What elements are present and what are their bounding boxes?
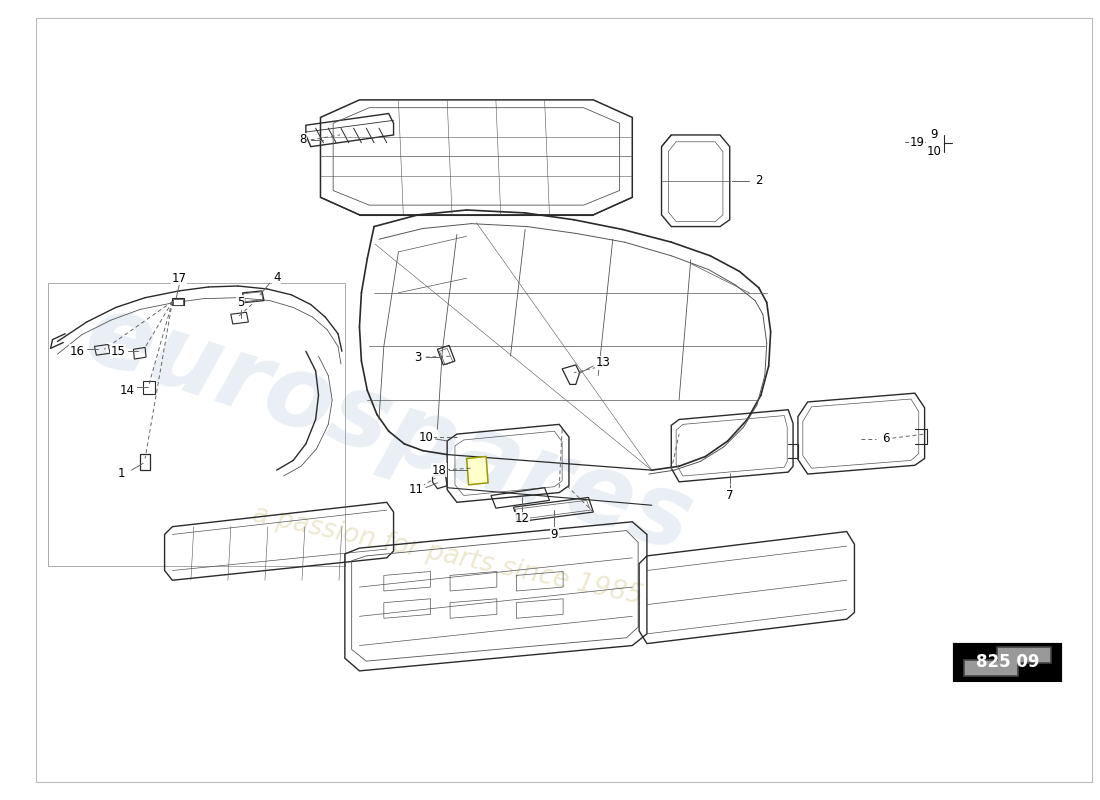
Bar: [47, 283, 344, 566]
Text: 18: 18: [432, 464, 447, 477]
Text: 9: 9: [931, 129, 938, 142]
Polygon shape: [964, 647, 1052, 676]
Text: 5: 5: [236, 296, 244, 309]
Text: 11: 11: [408, 483, 424, 496]
Text: 10: 10: [927, 145, 942, 158]
Text: 7: 7: [726, 489, 734, 502]
Bar: [954, 643, 1062, 680]
Polygon shape: [174, 298, 183, 305]
Text: 8: 8: [299, 134, 307, 146]
Text: 2: 2: [756, 174, 762, 187]
Text: 12: 12: [515, 512, 530, 526]
Text: 9: 9: [551, 528, 558, 541]
Text: eurospares: eurospares: [73, 286, 704, 573]
Text: 17: 17: [172, 272, 187, 285]
Text: 16: 16: [69, 345, 85, 358]
Polygon shape: [466, 457, 488, 485]
Text: a passion for parts since 1985: a passion for parts since 1985: [250, 502, 645, 610]
Text: 3: 3: [415, 350, 421, 364]
Text: 825 09: 825 09: [976, 653, 1040, 671]
Bar: [954, 643, 1062, 681]
Text: 4: 4: [273, 270, 280, 284]
Text: 14: 14: [120, 384, 135, 397]
Text: 1: 1: [118, 466, 125, 479]
Text: 15: 15: [110, 345, 125, 358]
Text: 13: 13: [595, 357, 610, 370]
Text: 10: 10: [418, 430, 433, 443]
Text: 6: 6: [882, 433, 890, 446]
Text: 19: 19: [910, 136, 924, 150]
